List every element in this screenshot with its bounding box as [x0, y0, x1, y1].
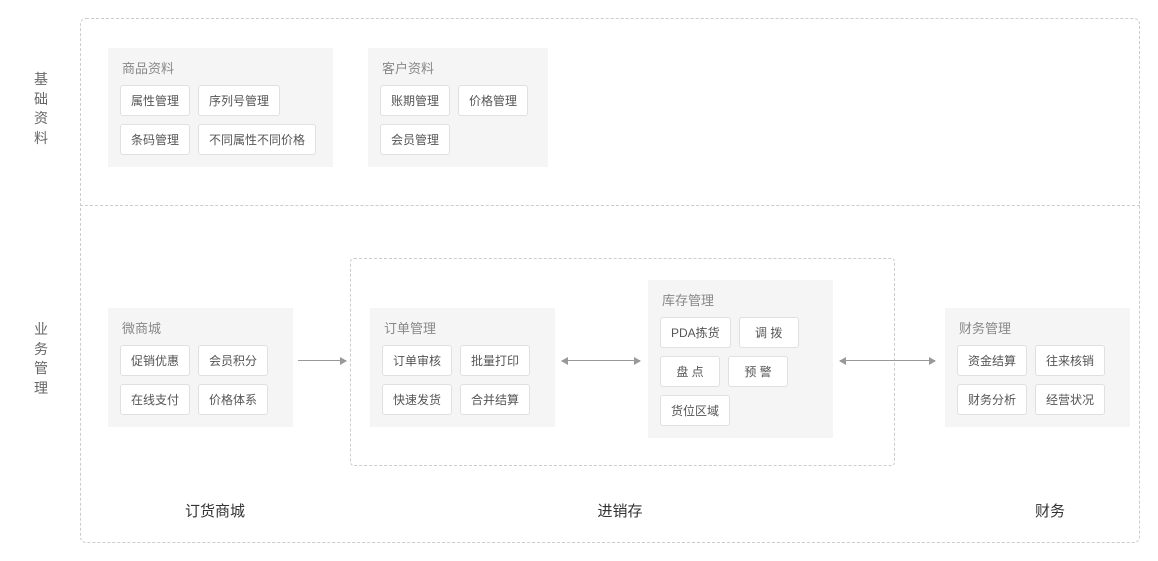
chip: 合并结算 — [460, 384, 530, 415]
card-mall: 微商城 促销优惠 会员积分 在线支付 价格体系 — [108, 308, 293, 427]
chip: 往来核销 — [1035, 345, 1105, 376]
card-inventory: 库存管理 PDA拣货 调 拨 盘 点 预 警 货位区域 — [648, 280, 833, 438]
chip: 促销优惠 — [120, 345, 190, 376]
card-title-product: 商品资料 — [120, 58, 321, 77]
chip: 条码管理 — [120, 124, 190, 155]
chip: 属性管理 — [120, 85, 190, 116]
chip: 订单审核 — [382, 345, 452, 376]
card-title-inventory: 库存管理 — [660, 290, 821, 309]
chip: 不同属性不同价格 — [198, 124, 316, 155]
chip: 预 警 — [728, 356, 788, 387]
chip: 资金结算 — [957, 345, 1027, 376]
chip: 价格体系 — [198, 384, 268, 415]
row-separator — [80, 205, 1140, 206]
card-title-mall: 微商城 — [120, 318, 281, 337]
row-label-basic: 基础资料 — [32, 70, 50, 148]
chip: 序列号管理 — [198, 85, 280, 116]
chip: 批量打印 — [460, 345, 530, 376]
card-order: 订单管理 订单审核 批量打印 快速发货 合并结算 — [370, 308, 555, 427]
card-title-finance: 财务管理 — [957, 318, 1118, 337]
card-customer: 客户资料 账期管理 价格管理 会员管理 — [368, 48, 548, 167]
arrow-mall-to-psi — [298, 360, 346, 361]
card-title-order: 订单管理 — [382, 318, 543, 337]
chip: 会员管理 — [380, 124, 450, 155]
arrow-order-inventory — [562, 360, 640, 361]
card-title-customer: 客户资料 — [380, 58, 536, 77]
bottom-label-mall: 订货商城 — [155, 500, 275, 521]
row-label-business: 业务管理 — [32, 320, 50, 398]
arrow-psi-finance — [840, 360, 935, 361]
chip: 会员积分 — [198, 345, 268, 376]
chip: 账期管理 — [380, 85, 450, 116]
chip: 财务分析 — [957, 384, 1027, 415]
bottom-label-fin: 财务 — [1010, 500, 1090, 521]
chip: 调 拨 — [739, 317, 799, 348]
chip: PDA拣货 — [660, 317, 731, 348]
chip: 经营状况 — [1035, 384, 1105, 415]
chip: 快速发货 — [382, 384, 452, 415]
chip: 盘 点 — [660, 356, 720, 387]
chip: 价格管理 — [458, 85, 528, 116]
chip: 货位区域 — [660, 395, 730, 426]
card-finance: 财务管理 资金结算 往来核销 财务分析 经营状况 — [945, 308, 1130, 427]
chip: 在线支付 — [120, 384, 190, 415]
bottom-label-psi: 进销存 — [560, 500, 680, 521]
card-product: 商品资料 属性管理 序列号管理 条码管理 不同属性不同价格 — [108, 48, 333, 167]
